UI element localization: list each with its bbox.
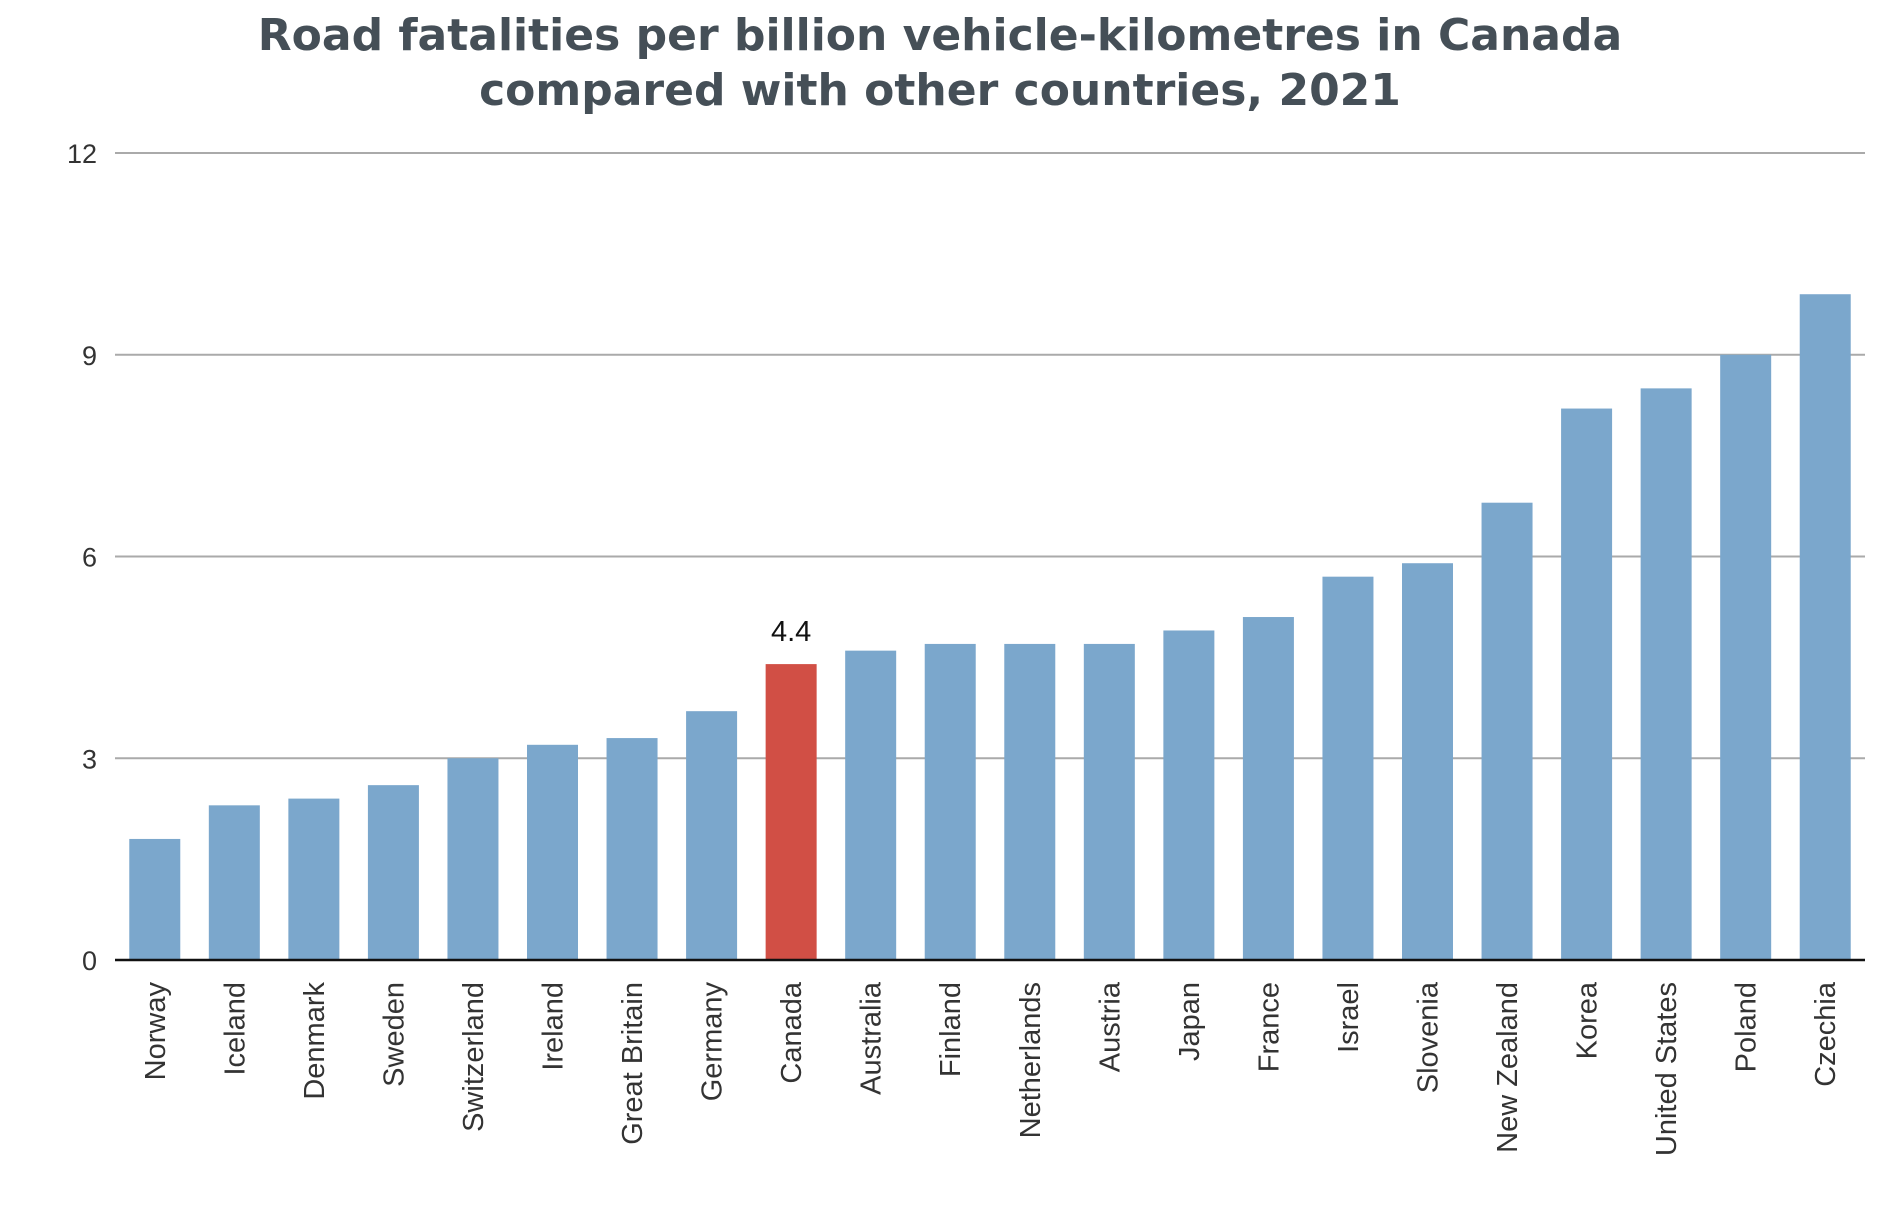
bar-israel (1322, 576, 1374, 960)
y-tick-label-0: 0 (82, 946, 97, 976)
y-tick-label-3: 3 (82, 744, 97, 774)
x-tick-label-netherlands: Netherlands (1015, 982, 1047, 1138)
bar-norway (129, 838, 181, 960)
bar-united-states (1640, 388, 1692, 960)
bars (129, 294, 1851, 961)
bar-finland (924, 643, 976, 960)
x-tick-label-united-states: United States (1651, 982, 1683, 1156)
x-tick-label-finland: Finland (935, 982, 967, 1077)
x-tick-label-ireland: Ireland (538, 982, 570, 1071)
bar-netherlands (1004, 643, 1056, 960)
x-tick-label-canada: Canada (776, 981, 808, 1083)
bar-germany (686, 711, 738, 960)
x-tick-label-slovenia: Slovenia (1413, 981, 1445, 1093)
chart-title-line-1: Road fatalities per billion vehicle-kilo… (258, 10, 1622, 61)
x-tick-label-austria: Austria (1094, 981, 1126, 1072)
chart-title-line-2: compared with other countries, 2021 (479, 65, 1401, 116)
data-labels: 4.4 (771, 616, 811, 648)
bar-austria (1083, 643, 1135, 960)
x-tick-label-israel: Israel (1333, 982, 1365, 1053)
x-tick-label-czechia: Czechia (1810, 981, 1842, 1087)
x-tick-label-australia: Australia (856, 981, 888, 1095)
bar-australia (845, 650, 897, 960)
bar-denmark (288, 798, 340, 960)
bar-korea (1561, 408, 1613, 960)
x-tick-label-switzerland: Switzerland (458, 982, 490, 1132)
y-tick-label-9: 9 (82, 341, 97, 371)
y-axis-ticks: 0 3 6 9 12 (67, 139, 97, 976)
bar-france (1242, 617, 1294, 960)
x-tick-label-denmark: Denmark (299, 982, 331, 1100)
y-tick-label-6: 6 (82, 543, 97, 573)
bar-czechia (1799, 294, 1851, 961)
x-tick-label-sweden: Sweden (378, 982, 410, 1087)
x-tick-label-great-britain: Great Britain (617, 982, 649, 1145)
bar-switzerland (447, 758, 499, 960)
bar-sweden (367, 785, 419, 960)
bar-new-zealand (1481, 502, 1533, 960)
x-tick-label-germany: Germany (697, 982, 729, 1102)
bar-iceland (208, 805, 260, 960)
x-axis-ticks: Norway Iceland Denmark Sweden Switzerland Ire… (140, 981, 1842, 1156)
x-tick-label-poland: Poland (1731, 982, 1763, 1072)
x-tick-label-norway: Norway (140, 982, 172, 1081)
x-tick-label-iceland: Iceland (219, 982, 251, 1076)
data-label-canada: 4.4 (771, 616, 811, 648)
x-tick-label-japan: Japan (1174, 982, 1206, 1061)
bar-poland (1720, 354, 1772, 960)
x-tick-label-korea: Korea (1572, 981, 1604, 1059)
bar-slovenia (1402, 563, 1453, 960)
y-tick-label-12: 12 (67, 139, 97, 169)
bar-canada (765, 664, 817, 960)
bar-ireland (527, 744, 578, 960)
x-tick-label-france: France (1253, 982, 1285, 1072)
bar-great-britain (606, 738, 658, 960)
bar-japan (1163, 630, 1215, 960)
x-tick-label-new-zealand: New Zealand (1492, 982, 1524, 1153)
